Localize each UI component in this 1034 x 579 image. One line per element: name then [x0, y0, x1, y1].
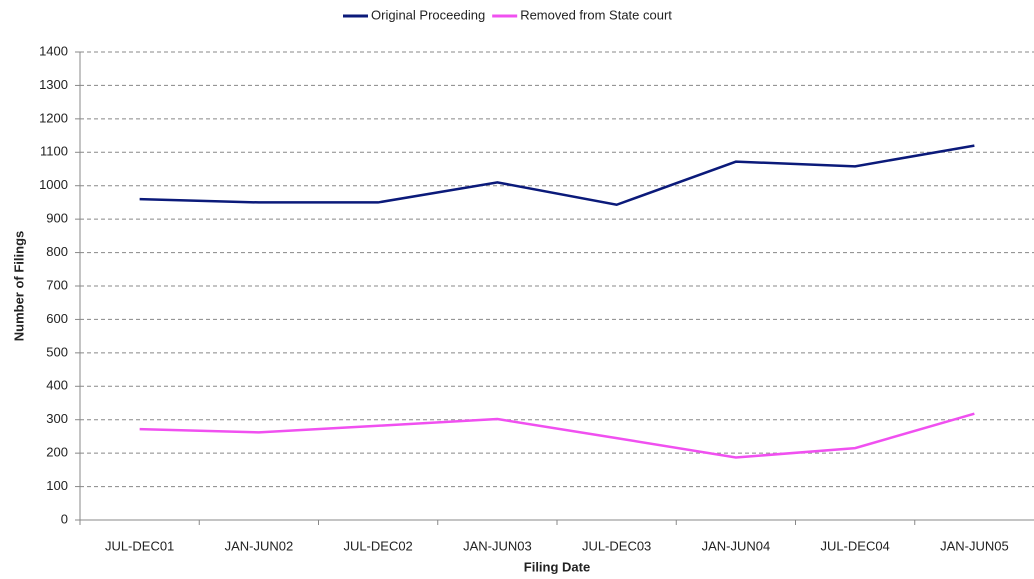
x-tick-label: JUL-DEC04 — [820, 538, 889, 553]
y-tick-label: 1000 — [39, 177, 68, 192]
x-tick-label: JAN-JUN02 — [225, 538, 294, 553]
series-line — [139, 412, 975, 459]
y-tick-label: 1200 — [39, 110, 68, 125]
y-tick-label: 1300 — [39, 77, 68, 92]
y-tick-label: 1400 — [39, 43, 68, 58]
y-tick-label: 700 — [46, 277, 68, 292]
x-tick-label: JUL-DEC02 — [343, 538, 412, 553]
y-tick-label: 0 — [61, 511, 68, 526]
y-tick-label: 800 — [46, 244, 68, 259]
x-tick-label: JUL-DEC01 — [105, 538, 174, 553]
y-tick-label: 100 — [46, 478, 68, 493]
y-axis-label: Number of Filings — [11, 231, 26, 342]
y-tick-label: 500 — [46, 344, 68, 359]
y-tick-label: 300 — [46, 411, 68, 426]
x-axis-label: Filing Date — [524, 559, 590, 574]
legend-label: Removed from State court — [520, 7, 672, 22]
x-tick-label: JAN-JUN04 — [702, 538, 771, 553]
y-tick-label: 400 — [46, 378, 68, 393]
y-tick-label: 1100 — [40, 144, 68, 159]
x-tick-label: JUL-DEC03 — [582, 538, 651, 553]
x-tick-label: JAN-JUN03 — [463, 538, 532, 553]
series-line — [139, 144, 975, 207]
y-tick-label: 600 — [46, 311, 68, 326]
legend-label: Original Proceeding — [371, 7, 485, 22]
y-tick-label: 900 — [46, 211, 68, 226]
y-tick-label: 200 — [46, 445, 68, 460]
x-tick-label: JAN-JUN05 — [940, 538, 1009, 553]
